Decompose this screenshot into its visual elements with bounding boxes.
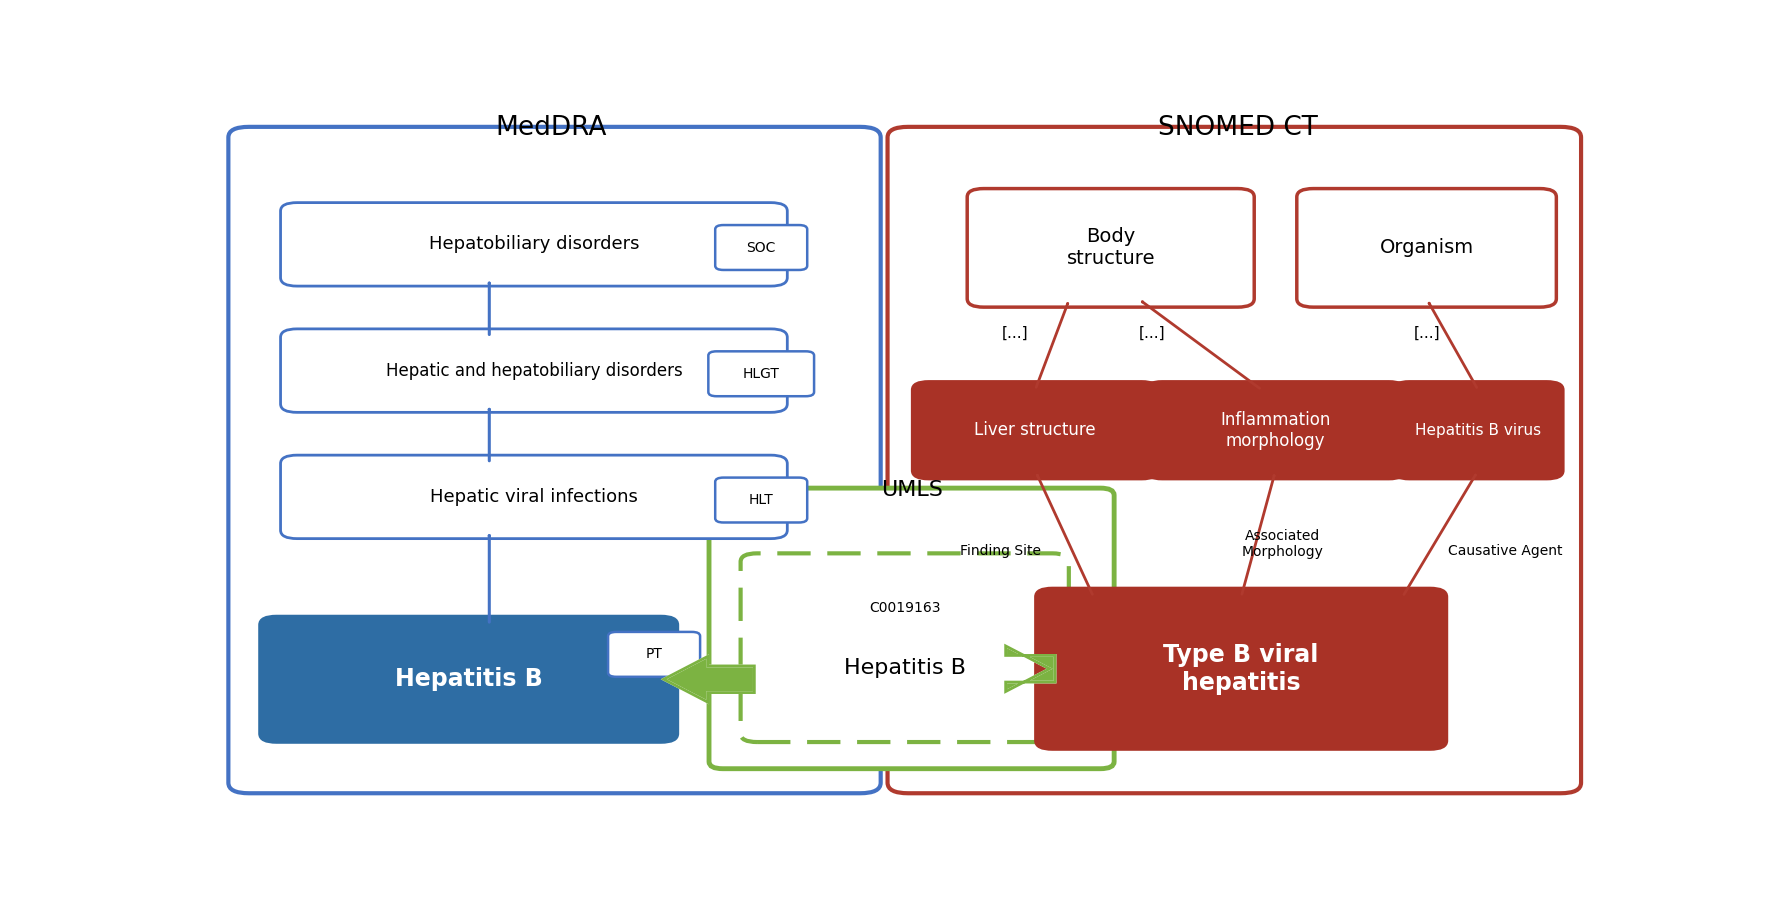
Text: [...]: [...] — [1001, 326, 1028, 342]
Text: Liver structure: Liver structure — [975, 421, 1097, 439]
Text: Hepatic and hepatobiliary disorders: Hepatic and hepatobiliary disorders — [386, 362, 682, 380]
FancyBboxPatch shape — [1146, 382, 1405, 479]
Text: PT: PT — [645, 648, 663, 661]
Text: Finding Site: Finding Site — [960, 544, 1042, 558]
FancyBboxPatch shape — [968, 189, 1255, 307]
Text: Organism: Organism — [1380, 239, 1474, 258]
Text: Hepatitis B virus: Hepatitis B virus — [1416, 423, 1542, 438]
FancyBboxPatch shape — [741, 553, 1069, 742]
Polygon shape — [664, 657, 755, 702]
Text: Body
structure: Body structure — [1067, 228, 1155, 269]
FancyBboxPatch shape — [888, 127, 1581, 793]
Text: UMLS: UMLS — [881, 480, 943, 500]
Text: [...]: [...] — [1139, 326, 1166, 342]
FancyBboxPatch shape — [716, 225, 808, 270]
Text: Inflammation
morphology: Inflammation morphology — [1221, 411, 1331, 450]
Text: HLT: HLT — [750, 493, 774, 507]
FancyBboxPatch shape — [1037, 589, 1446, 749]
Text: Hepatobiliary disorders: Hepatobiliary disorders — [429, 235, 640, 253]
Text: SOC: SOC — [746, 241, 776, 254]
Text: [...]: [...] — [1414, 326, 1441, 342]
FancyBboxPatch shape — [280, 329, 787, 413]
FancyBboxPatch shape — [1393, 382, 1563, 479]
Text: Causative Agent: Causative Agent — [1448, 544, 1563, 558]
FancyBboxPatch shape — [229, 127, 881, 793]
Text: Associated
Morphology: Associated Morphology — [1242, 529, 1324, 559]
FancyBboxPatch shape — [1297, 189, 1556, 307]
Text: Hepatitis B: Hepatitis B — [395, 667, 542, 691]
FancyBboxPatch shape — [709, 352, 813, 396]
Text: SNOMED CT: SNOMED CT — [1157, 115, 1318, 141]
FancyBboxPatch shape — [716, 477, 808, 523]
FancyBboxPatch shape — [280, 202, 787, 286]
Text: C0019163: C0019163 — [868, 601, 941, 615]
Text: Hepatitis B: Hepatitis B — [843, 659, 966, 679]
FancyBboxPatch shape — [260, 617, 677, 742]
Text: Type B viral
hepatitis: Type B viral hepatitis — [1164, 643, 1318, 695]
FancyBboxPatch shape — [913, 382, 1159, 479]
Text: MedDRA: MedDRA — [496, 115, 606, 141]
Text: HLGT: HLGT — [742, 367, 780, 381]
FancyBboxPatch shape — [280, 456, 787, 538]
FancyBboxPatch shape — [709, 488, 1115, 769]
Text: Hepatic viral infections: Hepatic viral infections — [431, 488, 638, 506]
Polygon shape — [1006, 646, 1054, 691]
FancyBboxPatch shape — [608, 632, 700, 677]
